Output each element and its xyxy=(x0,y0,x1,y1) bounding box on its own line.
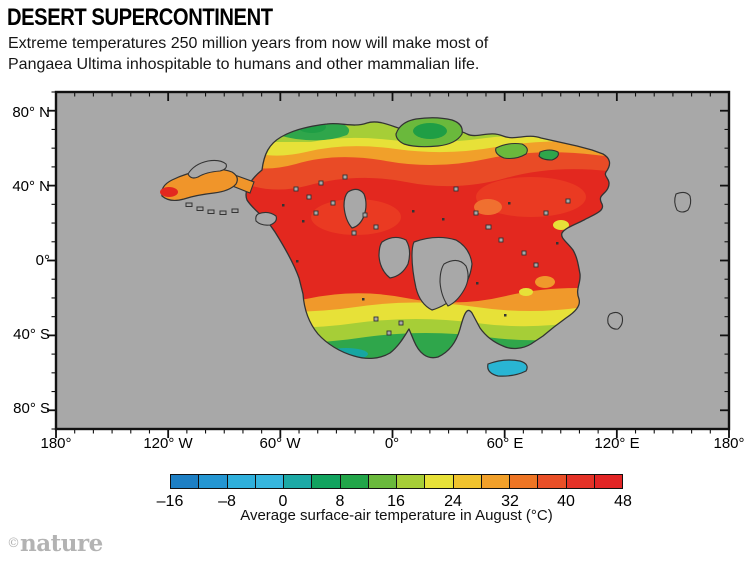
small-lakes xyxy=(293,174,571,336)
colorbar-segment xyxy=(538,475,567,488)
west-peninsula-hot-tip xyxy=(160,187,178,197)
northeast-island-2 xyxy=(538,149,559,161)
colorbar xyxy=(170,474,623,489)
northeast-island-1 xyxy=(495,142,528,160)
subtitle-line-1: Extreme temperatures 250 million years f… xyxy=(8,35,489,52)
hot-patch xyxy=(476,177,586,217)
colorbar-segment xyxy=(255,475,284,488)
southeast-island-outline xyxy=(607,311,624,330)
yellow-spot-se xyxy=(519,288,533,296)
colorbar-segment xyxy=(397,475,426,488)
warm-glow xyxy=(474,199,502,215)
colorbar-segment xyxy=(199,475,228,488)
colorbar-segment xyxy=(340,475,369,488)
west-peninsula xyxy=(161,168,238,202)
colorbar-segment xyxy=(453,475,482,488)
colorbar-tick-48: 48 xyxy=(614,493,632,510)
lon-label-0: 0° xyxy=(384,435,400,452)
northern-island-cool-core xyxy=(413,123,447,139)
elongated-lake xyxy=(343,188,367,229)
plot-frame xyxy=(54,90,731,431)
lon-label-180e: 180° xyxy=(713,435,745,452)
colorbar-segment xyxy=(594,475,622,488)
figure-title: DESERT SUPERCONTINENT xyxy=(7,4,273,31)
colorbar-segment xyxy=(368,475,397,488)
colorbar-segment xyxy=(425,475,454,488)
lon-label-60w: 60° W xyxy=(259,435,301,452)
colorbar-tick-40: 40 xyxy=(557,493,575,510)
west-islet-chain xyxy=(185,202,239,215)
nature-wordmark: nature xyxy=(20,530,103,557)
yellow-spot-east xyxy=(553,220,569,230)
colorbar-tick-m8: –8 xyxy=(218,493,236,510)
colorbar-tick-32: 32 xyxy=(501,493,519,510)
southern-gulf xyxy=(439,259,469,307)
far-east-island-outline xyxy=(674,191,692,213)
pangaea-map xyxy=(47,90,731,438)
colorbar-segment xyxy=(284,475,313,488)
colorbar-segment xyxy=(312,475,341,488)
map-plot xyxy=(47,90,731,438)
northwest-lagoon xyxy=(255,211,277,226)
lat-label-40n: 40° N xyxy=(12,178,50,195)
lon-label-120e: 120° E xyxy=(594,435,640,452)
colorbar-caption: Average surface-air temperature in Augus… xyxy=(240,507,553,524)
lat-label-80n: 80° N xyxy=(12,104,50,121)
colorbar-tick-24: 24 xyxy=(444,493,462,510)
subtitle-line-2: Pangaea Ultima inhospitable to humans an… xyxy=(8,56,480,73)
colorbar-segment xyxy=(510,475,539,488)
colorbar-segment xyxy=(171,475,200,488)
colorbar-segment xyxy=(227,475,256,488)
colorbar-segment xyxy=(481,475,510,488)
colorbar-segment xyxy=(566,475,595,488)
nature-logo: ©nature xyxy=(7,530,103,557)
colorbar-tick-0: 0 xyxy=(278,493,288,510)
lon-label-180w: 180° xyxy=(40,435,72,452)
lat-label-80s: 80° S xyxy=(13,400,50,417)
colorbar-tick-m16: –16 xyxy=(156,493,184,510)
lat-label-40s: 40° S xyxy=(13,326,50,343)
map-specks xyxy=(282,202,559,317)
cold-southern-island xyxy=(487,359,528,377)
figure-subtitle: Extreme temperatures 250 million years f… xyxy=(8,33,488,75)
lat-label-0: 0° xyxy=(35,252,50,269)
west-atoll-outline xyxy=(187,159,227,179)
copyright-symbol: © xyxy=(7,536,20,551)
lon-label-60e: 60° E xyxy=(486,435,524,452)
colorbar-tick-8: 8 xyxy=(335,493,345,510)
lon-label-120w: 120° W xyxy=(143,435,193,452)
inland-sea-west-lobe xyxy=(378,236,411,279)
orange-spot-se xyxy=(535,276,555,288)
colorbar-tick-16: 16 xyxy=(387,493,405,510)
